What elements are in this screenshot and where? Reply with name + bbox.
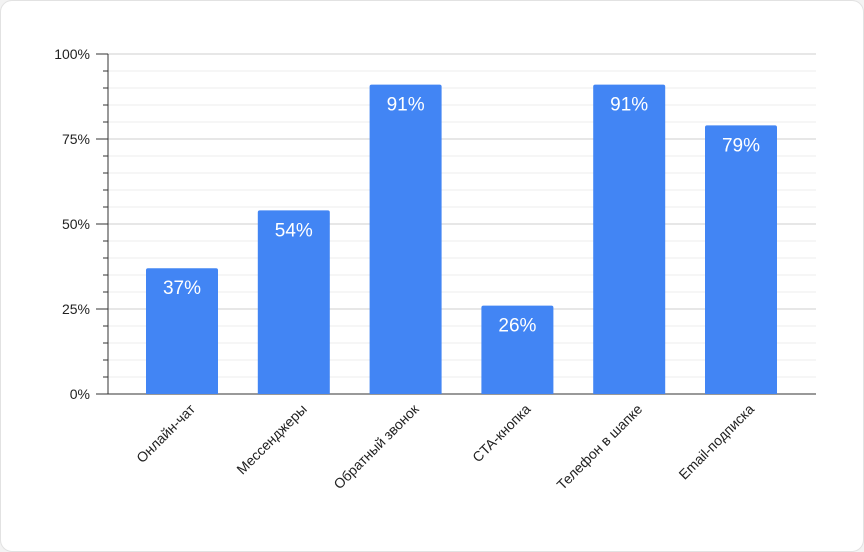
bar-value-label: 91% bbox=[387, 95, 425, 116]
y-tick-label: 50% bbox=[62, 216, 90, 232]
gridlines bbox=[108, 53, 816, 395]
bar-value-label: 91% bbox=[610, 95, 648, 116]
bar-value-label: 79% bbox=[722, 135, 760, 156]
x-category-label: Обратный звонок bbox=[330, 400, 422, 492]
y-tick-label: 25% bbox=[62, 301, 90, 317]
y-tick-label: 0% bbox=[70, 386, 90, 402]
bar bbox=[705, 125, 777, 395]
x-category-label: Email-подписка bbox=[675, 401, 757, 483]
y-tick-label: 75% bbox=[62, 131, 90, 147]
x-category-label: Мессенджеры bbox=[233, 401, 310, 478]
bar bbox=[593, 84, 666, 394]
bar-value-label: 37% bbox=[163, 278, 201, 299]
bar bbox=[257, 210, 330, 394]
bar-value-label: 54% bbox=[275, 220, 313, 241]
x-category-label: Онлайн-чат bbox=[133, 400, 198, 465]
y-axis: 0% 25% 50% 75% 100% bbox=[54, 46, 109, 402]
bars bbox=[146, 84, 777, 395]
y-tick-label: 100% bbox=[54, 46, 90, 62]
bar bbox=[369, 84, 442, 394]
bar-value-label: 26% bbox=[498, 316, 536, 337]
data-labels: 37% 54% 91% 26% 91% 79% bbox=[163, 95, 760, 337]
x-category-label: Телефон в шапке bbox=[553, 401, 645, 493]
x-category-label: CTA-кнопка bbox=[469, 401, 534, 466]
x-axis-labels: Онлайн-чат Мессенджеры Обратный звонок CTA-… bbox=[133, 400, 757, 493]
bar bbox=[481, 305, 554, 394]
bar bbox=[146, 268, 218, 394]
